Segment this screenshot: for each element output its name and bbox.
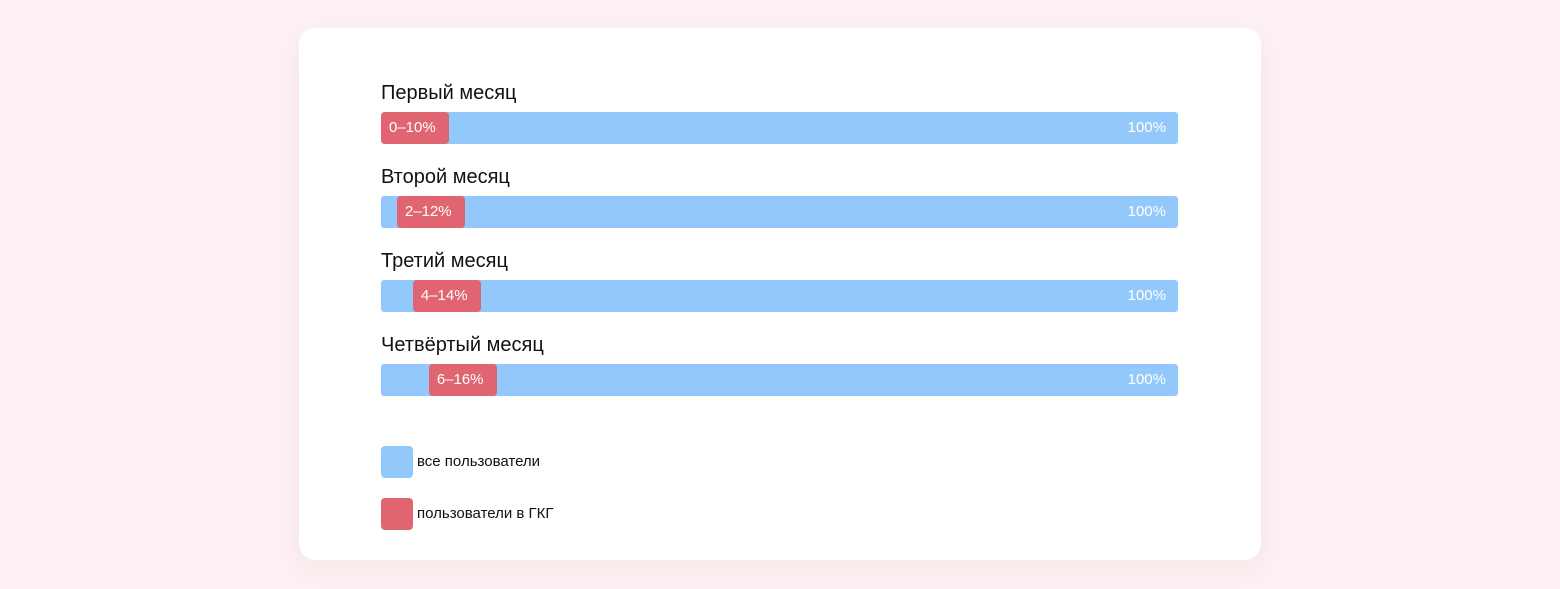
bar-all-users: 100% 4–14%	[381, 280, 1178, 312]
bar-gkg-users: 6–16%	[428, 364, 497, 396]
legend-swatch	[381, 446, 413, 478]
legend-item: все пользователи	[381, 446, 681, 478]
bar-gkg-users: 0–10%	[381, 112, 449, 144]
legend-item: пользователи в ГКГ	[381, 498, 681, 530]
bar-value-label: 100%	[1127, 119, 1166, 136]
bar-all-users: 100% 0–10%	[381, 112, 1178, 144]
bar-gkg-users: 4–14%	[412, 280, 481, 312]
category-label: Первый месяц	[381, 82, 517, 104]
category-label: Второй месяц	[381, 166, 510, 188]
bar-value-label: 100%	[1127, 203, 1166, 220]
bar-value-label: 100%	[1127, 287, 1166, 304]
legend-label: все пользователи	[417, 453, 541, 470]
bar-row: Четвёртый месяц 100% 6–16%	[381, 335, 1179, 397]
bar-all-users: 100% 6–16%	[381, 364, 1178, 396]
bar-gkg-users: 2–12%	[396, 196, 465, 228]
chart-card: Первый месяц 100% 0–10% Второй месяц 100% 2–1…	[299, 28, 1261, 560]
legend-swatch	[381, 498, 413, 530]
bar-row: Третий месяц 100% 4–14%	[381, 251, 1179, 313]
category-label: Третий месяц	[381, 250, 508, 272]
category-label: Четвёртый месяц	[381, 334, 544, 356]
legend-label: пользователи в ГКГ	[417, 505, 554, 522]
bar-row: Второй месяц 100% 2–12%	[381, 167, 1179, 229]
bar-all-users: 100% 2–12%	[381, 196, 1178, 228]
bar-value-label: 100%	[1127, 371, 1166, 388]
bar-row: Первый месяц 100% 0–10%	[381, 83, 1179, 145]
